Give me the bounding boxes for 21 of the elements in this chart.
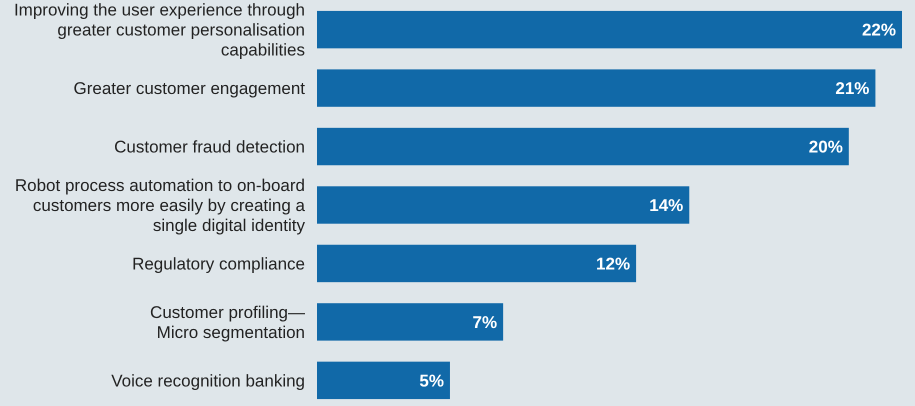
bar (317, 362, 450, 400)
y-tick-label: Improving the user experience through greater customer personalisation capabilities (14, 0, 305, 60)
data-label: 7% (472, 312, 498, 332)
data-label: 20% (808, 138, 843, 157)
bar (317, 186, 690, 224)
bar (317, 244, 636, 282)
y-tick-label: Greater customer engagement (73, 79, 306, 98)
data-label: 21% (835, 79, 870, 98)
data-label: 5% (419, 371, 444, 390)
data-label: 14% (649, 196, 684, 215)
y-tick-label: Customer profiling—Micro segmentation (150, 302, 305, 342)
data-label: 22% (862, 20, 896, 40)
bar (317, 10, 902, 48)
y-tick-label: Regulatory compliance (132, 254, 305, 274)
y-tick-label: Customer fraud detection (114, 138, 305, 157)
bar (317, 69, 876, 107)
y-tick-label: Voice recognition banking (111, 371, 305, 390)
data-label: 12% (596, 254, 630, 274)
bar (317, 128, 849, 166)
bar (317, 303, 504, 341)
y-tick-label: Robot process automation to on-board customers more easily by creating a single digital identity (14, 176, 306, 235)
